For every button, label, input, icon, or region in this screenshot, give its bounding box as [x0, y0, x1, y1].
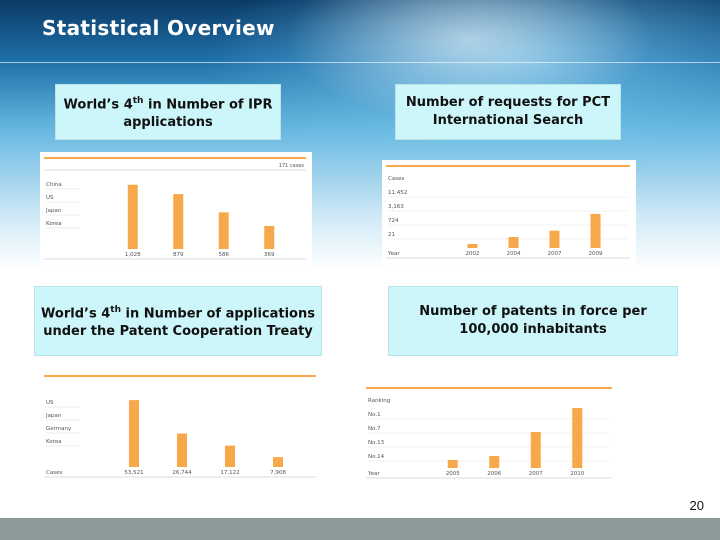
chart-xtick-label: 1,028: [125, 252, 141, 258]
title-divider: [0, 62, 720, 63]
chart-bar: [177, 433, 187, 467]
chart-header-label: Ranking: [368, 398, 390, 404]
chart-ipr-applications: 171 cases China US Japan Korea 1,028 879 586 369: [40, 152, 312, 267]
caption-ipr-post: in Number of IPR applications: [123, 97, 273, 131]
chart-ytick-label: No.7: [368, 426, 381, 432]
caption-pct-apps-sup: th: [110, 304, 121, 315]
chart-xtick-label: 879: [173, 252, 184, 258]
chart-patents-force-svg: Ranking No.1 No.7 No.13 No.14 Year 2005 2006 200…: [366, 387, 612, 479]
chart-xtick-label: 2006: [487, 471, 501, 477]
chart-xtick-label: 26,744: [172, 470, 192, 476]
caption-patents-in-force: Number of patents in force per 100,000 i…: [388, 286, 678, 356]
chart-ytick-label: 21: [388, 232, 395, 238]
chart-row-label: Japan: [45, 208, 62, 214]
chart-xlabel-lead: Year: [367, 471, 380, 477]
chart-xtick-label: 2009: [589, 251, 603, 257]
chart-bar: [508, 237, 519, 248]
chart-ytick-label: 11,452: [388, 190, 407, 196]
chart-bar: [572, 408, 583, 468]
chart-bar: [549, 230, 560, 248]
chart-xtick-label: 586: [219, 252, 230, 258]
footer-bar: [0, 518, 720, 540]
chart-pct-search: Cases 11,452 3,163 724 21 Year 2002 2004 2007 200…: [382, 160, 636, 266]
chart-bar: [530, 432, 541, 468]
chart-bar: [225, 445, 235, 467]
chart-xtick-label: 2005: [446, 471, 460, 477]
caption-ipr-applications: World’s 4th in Number of IPR application…: [55, 84, 281, 140]
chart-ytick-label: No.1: [368, 412, 381, 418]
chart-row-label: China: [46, 182, 62, 188]
chart-row-label: Germany: [46, 426, 72, 432]
caption-pct-search: Number of requests for PCT International…: [395, 84, 621, 140]
chart-row-label: Japan: [45, 413, 62, 419]
chart-unit-label: 171 cases: [279, 163, 305, 169]
chart-bar: [467, 244, 478, 248]
chart-bar: [273, 457, 283, 467]
chart-row-label: Korea: [46, 439, 62, 445]
chart-pct-apps-svg: US Japan Germany Korea Cases 53,521 26,744 17,1…: [44, 375, 316, 478]
chart-bar: [127, 184, 138, 249]
chart-ipr-svg: 171 cases China US Japan Korea 1,028 879 586 369: [44, 157, 306, 260]
chart-xtick-label: 369: [264, 252, 275, 258]
chart-pct-search-svg: Cases 11,452 3,163 724 21 Year 2002 2004 2007 200…: [386, 165, 630, 259]
chart-pct-applications: US Japan Germany Korea Cases 53,521 26,744 17,1…: [40, 370, 322, 485]
chart-ytick-label: No.14: [368, 454, 385, 460]
caption-pct-applications: World’s 4th in Number of applications un…: [34, 286, 322, 356]
chart-xlabel-lead: Year: [387, 251, 400, 257]
page-title: Statistical Overview: [42, 16, 275, 40]
chart-ytick-label: 3,163: [388, 204, 404, 210]
chart-bar: [173, 194, 184, 249]
chart-bar: [218, 212, 229, 249]
caption-pct-apps-post: in Number of applications under the Pate…: [43, 306, 315, 340]
chart-bar: [264, 225, 275, 249]
chart-row-label: US: [46, 400, 54, 406]
chart-xtick-label: 2002: [466, 251, 480, 257]
chart-xtick-label: 2007: [529, 471, 543, 477]
chart-xtick-label: 2004: [507, 251, 521, 257]
caption-pct-apps-pre: World’s 4: [41, 306, 111, 322]
chart-bar: [129, 400, 139, 467]
chart-xtick-label: 2007: [548, 251, 562, 257]
chart-row-label: US: [46, 195, 54, 201]
chart-header-label: Cases: [388, 176, 404, 182]
caption-patents-force-text: Number of patents in force per 100,000 i…: [419, 304, 647, 337]
chart-xtick-label: 2010: [570, 471, 584, 477]
caption-ipr-sup: th: [132, 95, 144, 106]
chart-bar: [489, 456, 500, 468]
chart-ytick-label: 724: [388, 218, 399, 224]
chart-bar: [447, 460, 458, 468]
chart-xtick-label: 7,908: [270, 470, 286, 476]
chart-xlabel-lead: Cases: [46, 470, 62, 476]
chart-bar: [590, 213, 601, 248]
chart-patents-in-force: Ranking No.1 No.7 No.13 No.14 Year 2005 2006 200…: [362, 382, 618, 486]
page-number: 20: [689, 498, 704, 513]
caption-pct-search-text: Number of requests for PCT International…: [405, 95, 611, 128]
chart-xtick-label: 53,521: [124, 470, 143, 476]
chart-row-label: Korea: [46, 221, 62, 227]
chart-ytick-label: No.13: [368, 440, 385, 446]
caption-ipr-pre: World’s 4: [63, 97, 133, 113]
chart-xtick-label: 17,122: [220, 470, 239, 476]
